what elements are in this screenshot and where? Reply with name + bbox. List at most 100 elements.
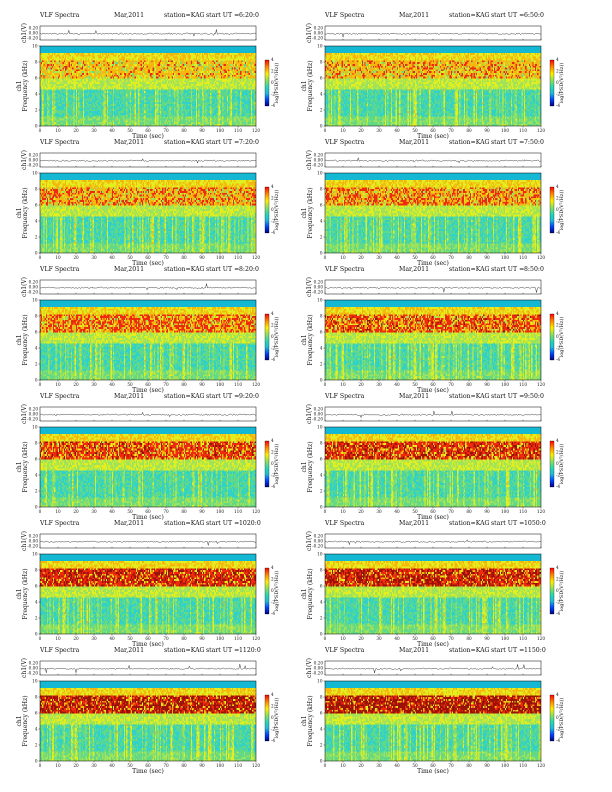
panel-station-label: station=KAG [449,647,490,654]
spectrogram-heatmap [325,300,541,380]
waveform-ytick-label: 0.20 [314,533,324,538]
panel-start-ut: 7:20:0 [239,139,259,146]
ytick-label: 2 [35,615,38,620]
spectrogram-ylabel-channel: ch1 [301,588,308,599]
waveform-ytick-label: 0.20 [29,152,39,157]
xtick-label: 50 [412,382,418,387]
xtick-label: 110 [519,636,527,641]
waveform-ytick-label: 0.00 [314,284,324,289]
ytick-label: 8 [320,694,323,699]
xtick-label: 110 [234,763,242,768]
panel-title: VLF Spectra [324,266,365,273]
spectrogram-heatmap [325,427,541,507]
colorbar-tick-label: 2 [556,704,559,709]
vlf-panel: VLF Spectra Mar,2011 station=KAG start UT =… [301,139,565,267]
spectrogram-ylabel-frequency: Frequency (kHz) [307,441,314,492]
ytick-label: 10 [32,297,38,302]
ytick-label: 6 [35,456,38,461]
xtick-label: 90 [484,382,490,387]
xtick-label: 50 [127,128,133,133]
xtick-label: 120 [252,636,260,641]
xtick-label: 40 [394,255,400,260]
waveform-trace [39,663,257,673]
colorbar-tick-label: 4 [556,565,559,570]
panel-start-prefix: start UT = [491,647,524,654]
ytick-label: 8 [35,694,38,699]
waveform-trace [39,158,257,164]
spectrogram-ylabel-channel: ch1 [301,461,308,472]
colorbar-tick-label: -2 [556,600,560,605]
waveform-ytick-label: 0.00 [29,30,39,35]
xtick-label: 100 [216,763,224,768]
xtick-label: 40 [394,763,400,768]
colorbar-tick-label: 2 [271,577,274,582]
ytick-label: 2 [320,615,323,620]
panel-start-prefix: start UT = [206,393,239,400]
xtick-label: 90 [199,255,205,260]
colorbar-tick-label: -4 [271,484,275,489]
xtick-label: 60 [430,763,436,768]
colorbar-tick-label: 4 [556,311,559,316]
panel-title: VLF Spectra [324,520,365,527]
xtick-label: 20 [73,382,79,387]
xtick-label: 120 [537,763,545,768]
panel-station-label: station=KAG [449,139,490,146]
spectrogram-ylabel-channel: ch1 [301,334,308,345]
waveform-ytick-label: 0.00 [314,30,324,35]
xtick-label: 10 [55,636,61,641]
vlf-panel: VLF Spectra Mar,2011 station=KAG start UT =… [16,12,280,140]
xaxis-label: Time (sec) [417,133,449,140]
xtick-label: 0 [39,128,42,133]
waveform-ytick-label: -0.20 [27,289,38,294]
ytick-label: 4 [320,599,323,604]
xtick-label: 0 [39,636,42,641]
colorbar-tick-label: 0 [271,715,274,720]
spectrogram-heatmap [40,173,256,253]
panel-date: Mar,2011 [114,139,144,146]
colorbar-label: log(PSD(V²/Hz)) [558,63,565,104]
panel-start-ut: 6:20:0 [239,12,259,19]
colorbar-tick-label: 2 [271,704,274,709]
waveform-ylabel: ch1(V) [21,23,28,43]
colorbar-label: log(PSD(V²/Hz)) [558,571,565,612]
colorbar-tick-label: -4 [556,357,560,362]
xtick-label: 10 [340,255,346,260]
waveform-ylabel: ch1(V) [306,23,313,43]
colorbar-label: log(PSD(V²/Hz)) [558,190,565,231]
xaxis-label: Time (sec) [132,768,164,775]
xtick-label: 0 [324,128,327,133]
panel-station-label: station=KAG [449,12,490,19]
xtick-label: 80 [181,255,187,260]
waveform-ytick-label: 0.00 [314,411,324,416]
xtick-label: 50 [127,636,133,641]
spectrogram-heatmap [40,554,256,634]
ytick-label: 4 [320,726,323,731]
colorbar-label: log(PSD(V²/Hz)) [273,444,280,485]
waveform-trace [324,410,542,419]
colorbar-label: log(PSD(V²/Hz)) [558,444,565,485]
xtick-label: 10 [55,763,61,768]
spectrogram-ylabel-frequency: Frequency (kHz) [22,60,29,111]
xtick-label: 30 [376,382,382,387]
xtick-label: 40 [394,128,400,133]
xtick-label: 80 [466,636,472,641]
xtick-label: 20 [358,636,364,641]
waveform-frame [324,279,542,295]
spectrogram-ylabel-frequency: Frequency (kHz) [22,441,29,492]
panel-header: VLF Spectra Mar,2011 station=KAG start UT =… [324,12,544,19]
vlf-panel: VLF Spectra Mar,2011 station=KAG start UT =… [16,647,280,775]
xtick-label: 0 [39,509,42,514]
colorbar-tick-label: -4 [271,103,275,108]
xtick-label: 60 [145,382,151,387]
spectrogram-ylabel-frequency: Frequency (kHz) [22,568,29,619]
xtick-label: 0 [324,255,327,260]
colorbar-tick-label: -2 [556,473,560,478]
panel-start-ut: 8:50:0 [524,266,544,273]
panel-start-prefix: start UT = [491,139,524,146]
